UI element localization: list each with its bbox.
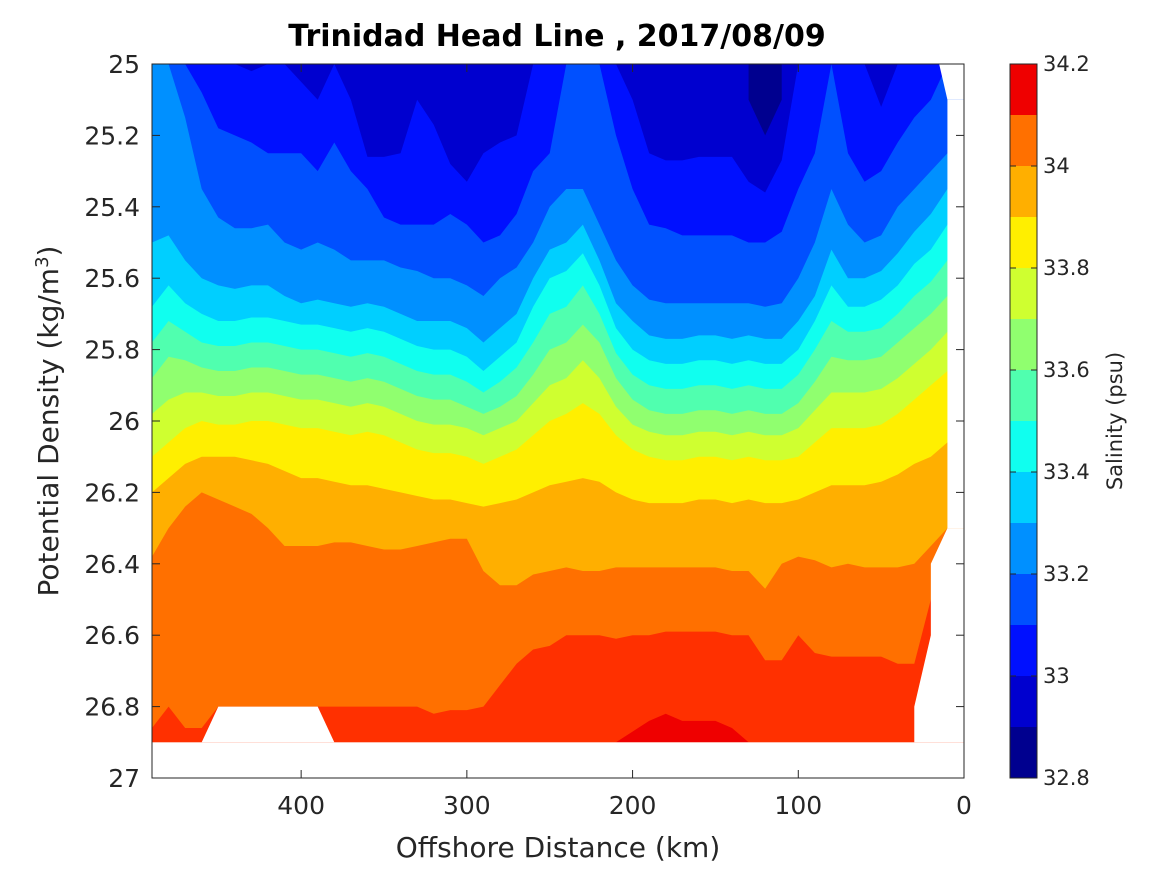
x-tick-label: 200 — [609, 791, 657, 820]
colorbar-segment — [1010, 268, 1037, 319]
contour-band-34-1 — [616, 713, 749, 743]
no-data-top-right — [939, 64, 964, 100]
colorbar-segment — [1010, 166, 1037, 217]
colorbar-tick-label: 33.4 — [1043, 460, 1090, 484]
colorbar-segment — [1010, 625, 1037, 676]
y-tick-label: 25.4 — [84, 193, 140, 222]
colorbar-segment — [1010, 421, 1037, 472]
contour-layer — [152, 64, 964, 778]
colorbar-segment — [1010, 676, 1037, 727]
contour-band-s34-1-top — [152, 599, 964, 778]
no-data-notch — [201, 706, 335, 743]
colorbar-segment — [1010, 523, 1037, 574]
colorbar-label: Salinity (psu) — [1103, 352, 1127, 490]
colorbar-segment — [1010, 319, 1037, 370]
colorbar-frame — [1009, 63, 1038, 779]
no-data-lower-right — [914, 528, 964, 743]
y-tick-label: 25.8 — [84, 336, 140, 365]
x-axis-label: Offshore Distance (km) — [396, 831, 721, 864]
colorbar-tick-label: 33.6 — [1043, 358, 1090, 382]
colorbar-segment — [1010, 370, 1037, 421]
y-axis-label-main: Potential Density (kg/m — [32, 268, 65, 597]
y-axis-label: Potential Density (kg/m3) — [32, 246, 66, 597]
colorbar: 32.8 33 33.2 33.4 33.6 33.8 34 34.2 — [1009, 52, 1090, 790]
contour-band-32-8 — [748, 64, 782, 136]
colorbar-tick-label: 34.2 — [1043, 52, 1090, 76]
colorbar-tick-label: 33 — [1043, 664, 1070, 688]
y-tick-label: 26.4 — [84, 550, 140, 579]
y-tick-label: 25.2 — [84, 121, 140, 150]
y-axis-label-close: ) — [32, 246, 65, 257]
x-tick-label: 400 — [277, 791, 325, 820]
colorbar-tick-label: 34 — [1043, 154, 1070, 178]
y-axis: 25 25.2 25.4 25.6 25.8 26 26.2 26.4 26.6 26.8 27 — [84, 50, 964, 793]
x-tick-label: 0 — [956, 791, 972, 820]
y-tick-label: 26.8 — [84, 693, 140, 722]
y-tick-label: 26 — [108, 407, 140, 436]
colorbar-segment — [1010, 115, 1037, 166]
y-tick-label: 26.2 — [84, 478, 140, 507]
y-tick-label: 26.6 — [84, 621, 140, 650]
y-tick-label: 27 — [108, 764, 140, 793]
colorbar-segment — [1010, 727, 1037, 778]
x-axis: 400 300 200 100 0 — [277, 64, 972, 820]
chart-title: Trinidad Head Line , 2017/08/09 — [288, 19, 825, 54]
no-data-bottom-strip — [152, 742, 964, 778]
y-tick-label: 25 — [108, 50, 140, 79]
colorbar-segment — [1010, 574, 1037, 625]
x-tick-label: 300 — [443, 791, 491, 820]
x-tick-label: 100 — [774, 791, 822, 820]
no-data-right-column — [947, 99, 964, 529]
colorbar-tick-label: 33.2 — [1043, 562, 1090, 586]
colorbar-segment — [1010, 64, 1037, 115]
y-axis-label-superscript: 3 — [32, 256, 53, 267]
colorbar-segment — [1010, 472, 1037, 523]
colorbar-tick-label: 33.8 — [1043, 256, 1090, 280]
colorbar-tick-label: 32.8 — [1043, 766, 1090, 790]
colorbar-segment — [1010, 217, 1037, 268]
y-tick-label: 25.6 — [84, 264, 140, 293]
